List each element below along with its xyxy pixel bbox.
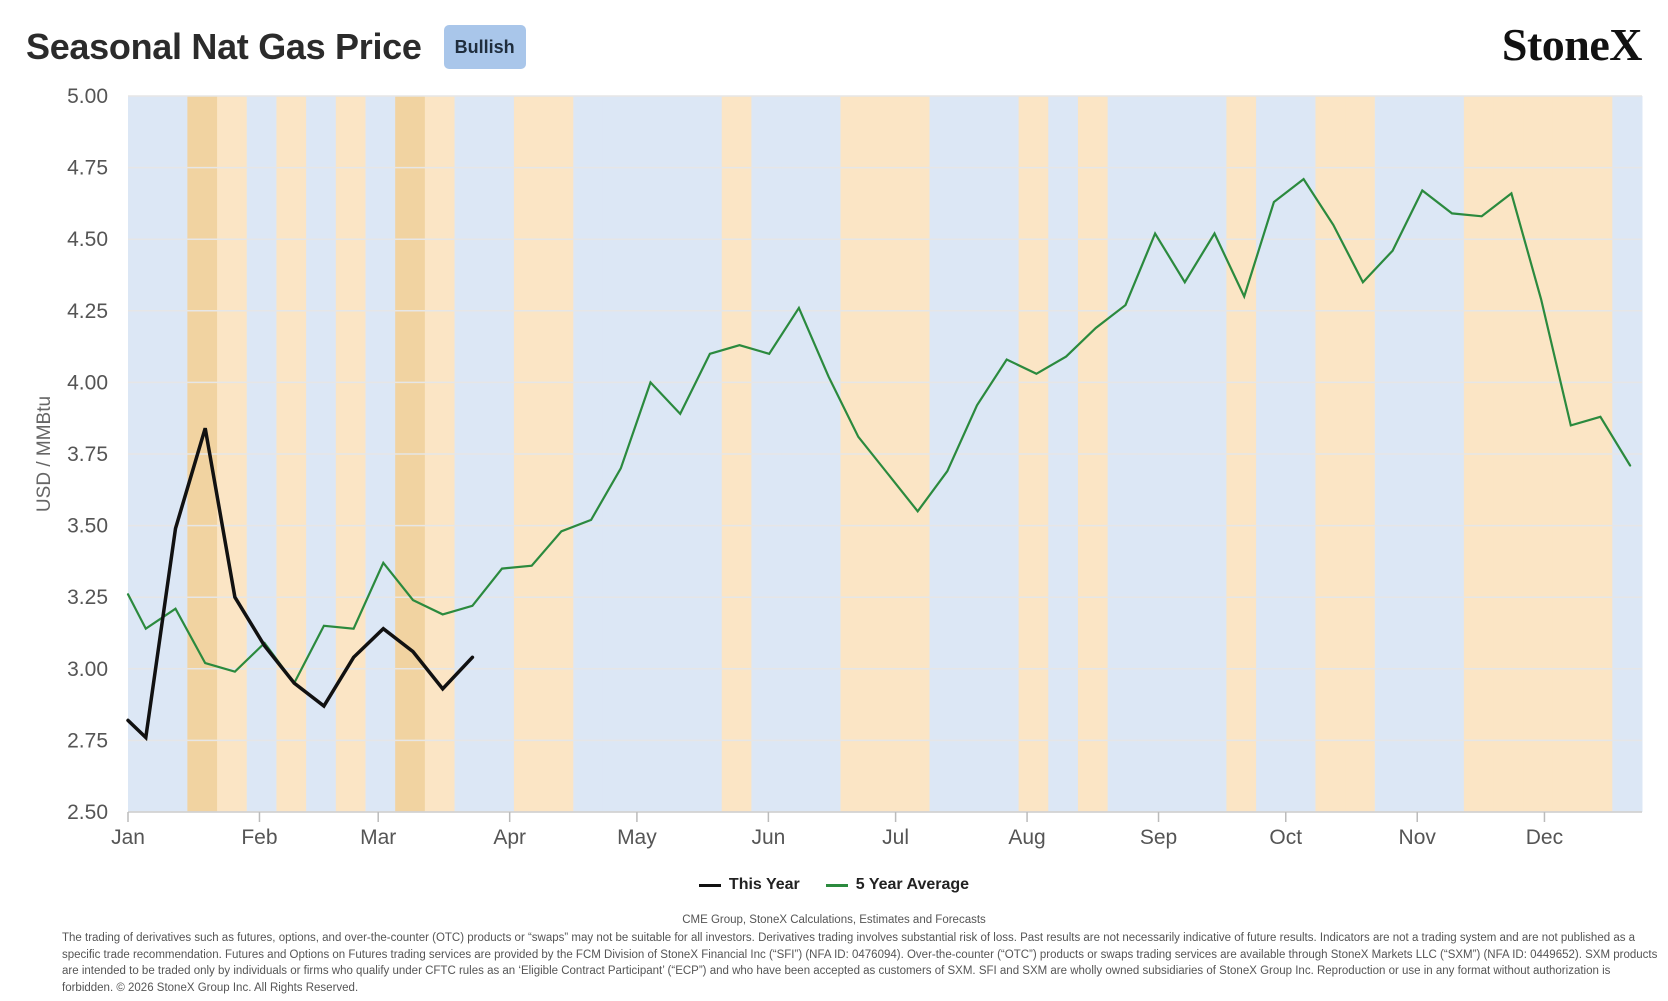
x-tick-label: Nov	[1399, 826, 1437, 849]
chart-legend: This Year 5 Year Average	[0, 876, 1668, 894]
x-tick-label: Aug	[1008, 826, 1045, 849]
y-tick-label: 4.00	[67, 371, 108, 394]
seasonal-price-chart: 5.00 4.75 4.50 4.25 4.00 3.75 3.50 3.25 3.00 2.75…	[34, 85, 1643, 849]
y-axis-label: USD / MMBtu	[34, 396, 55, 512]
status-badge: Bullish	[443, 25, 526, 69]
y-tick-label: 4.50	[67, 228, 108, 251]
x-tick-label: Dec	[1526, 826, 1563, 849]
x-tick-label: Jul	[882, 826, 909, 849]
legend-label-this-year: This Year	[728, 876, 800, 893]
x-tick-label: Jan	[111, 826, 145, 849]
y-tick-label: 3.50	[67, 515, 108, 538]
y-tick-label: 4.75	[67, 157, 108, 180]
x-tick-label: Feb	[241, 826, 277, 849]
source-note: CME Group, StoneX Calculations, Estimate…	[682, 914, 986, 926]
y-tick-label: 3.00	[67, 658, 108, 681]
page-title: Seasonal Nat Gas Price	[26, 26, 422, 67]
legend-item-this-year[interactable]: This Year	[698, 876, 800, 894]
x-tick-label: Mar	[360, 826, 396, 849]
y-tick-label: 4.25	[67, 300, 108, 323]
grid-lines	[128, 95, 1642, 813]
stonex-logo: StoneX	[1501, 18, 1643, 71]
y-tick-label: 5.00	[67, 85, 108, 108]
logo-text: StoneX	[1501, 19, 1643, 70]
x-tick-label: Oct	[1269, 826, 1302, 849]
x-axis-ticks: Jan Feb Mar Apr May Jun Jul Aug Sep Oct Nov Dec	[111, 812, 1563, 849]
legend-label-5-year-average: 5 Year Average	[855, 876, 970, 893]
y-tick-label: 2.50	[67, 801, 108, 824]
y-axis-ticks: 5.00 4.75 4.50 4.25 4.00 3.75 3.50 3.25 3.00 2.75…	[67, 85, 108, 824]
legend-swatch-5-year-average	[825, 883, 848, 887]
legend-item-5-year-average[interactable]: 5 Year Average	[825, 876, 970, 894]
series-lines	[126, 177, 1632, 742]
series-line-this-year[interactable]	[126, 427, 475, 742]
y-tick-label: 3.75	[67, 443, 108, 466]
legend-swatch-this-year	[698, 883, 721, 887]
x-tick-label: Jun	[751, 826, 785, 849]
y-tick-label: 2.75	[67, 729, 108, 752]
x-tick-label: May	[617, 826, 657, 849]
disclaimer-text: The trading of derivatives such as futur…	[62, 932, 1658, 994]
x-tick-label: Apr	[493, 826, 526, 849]
series-line-5-year-average[interactable]	[126, 177, 1632, 686]
chart-header: Seasonal Nat Gas Price Bullish	[26, 22, 526, 72]
y-tick-label: 3.25	[67, 586, 108, 609]
x-tick-label: Sep	[1140, 826, 1177, 849]
